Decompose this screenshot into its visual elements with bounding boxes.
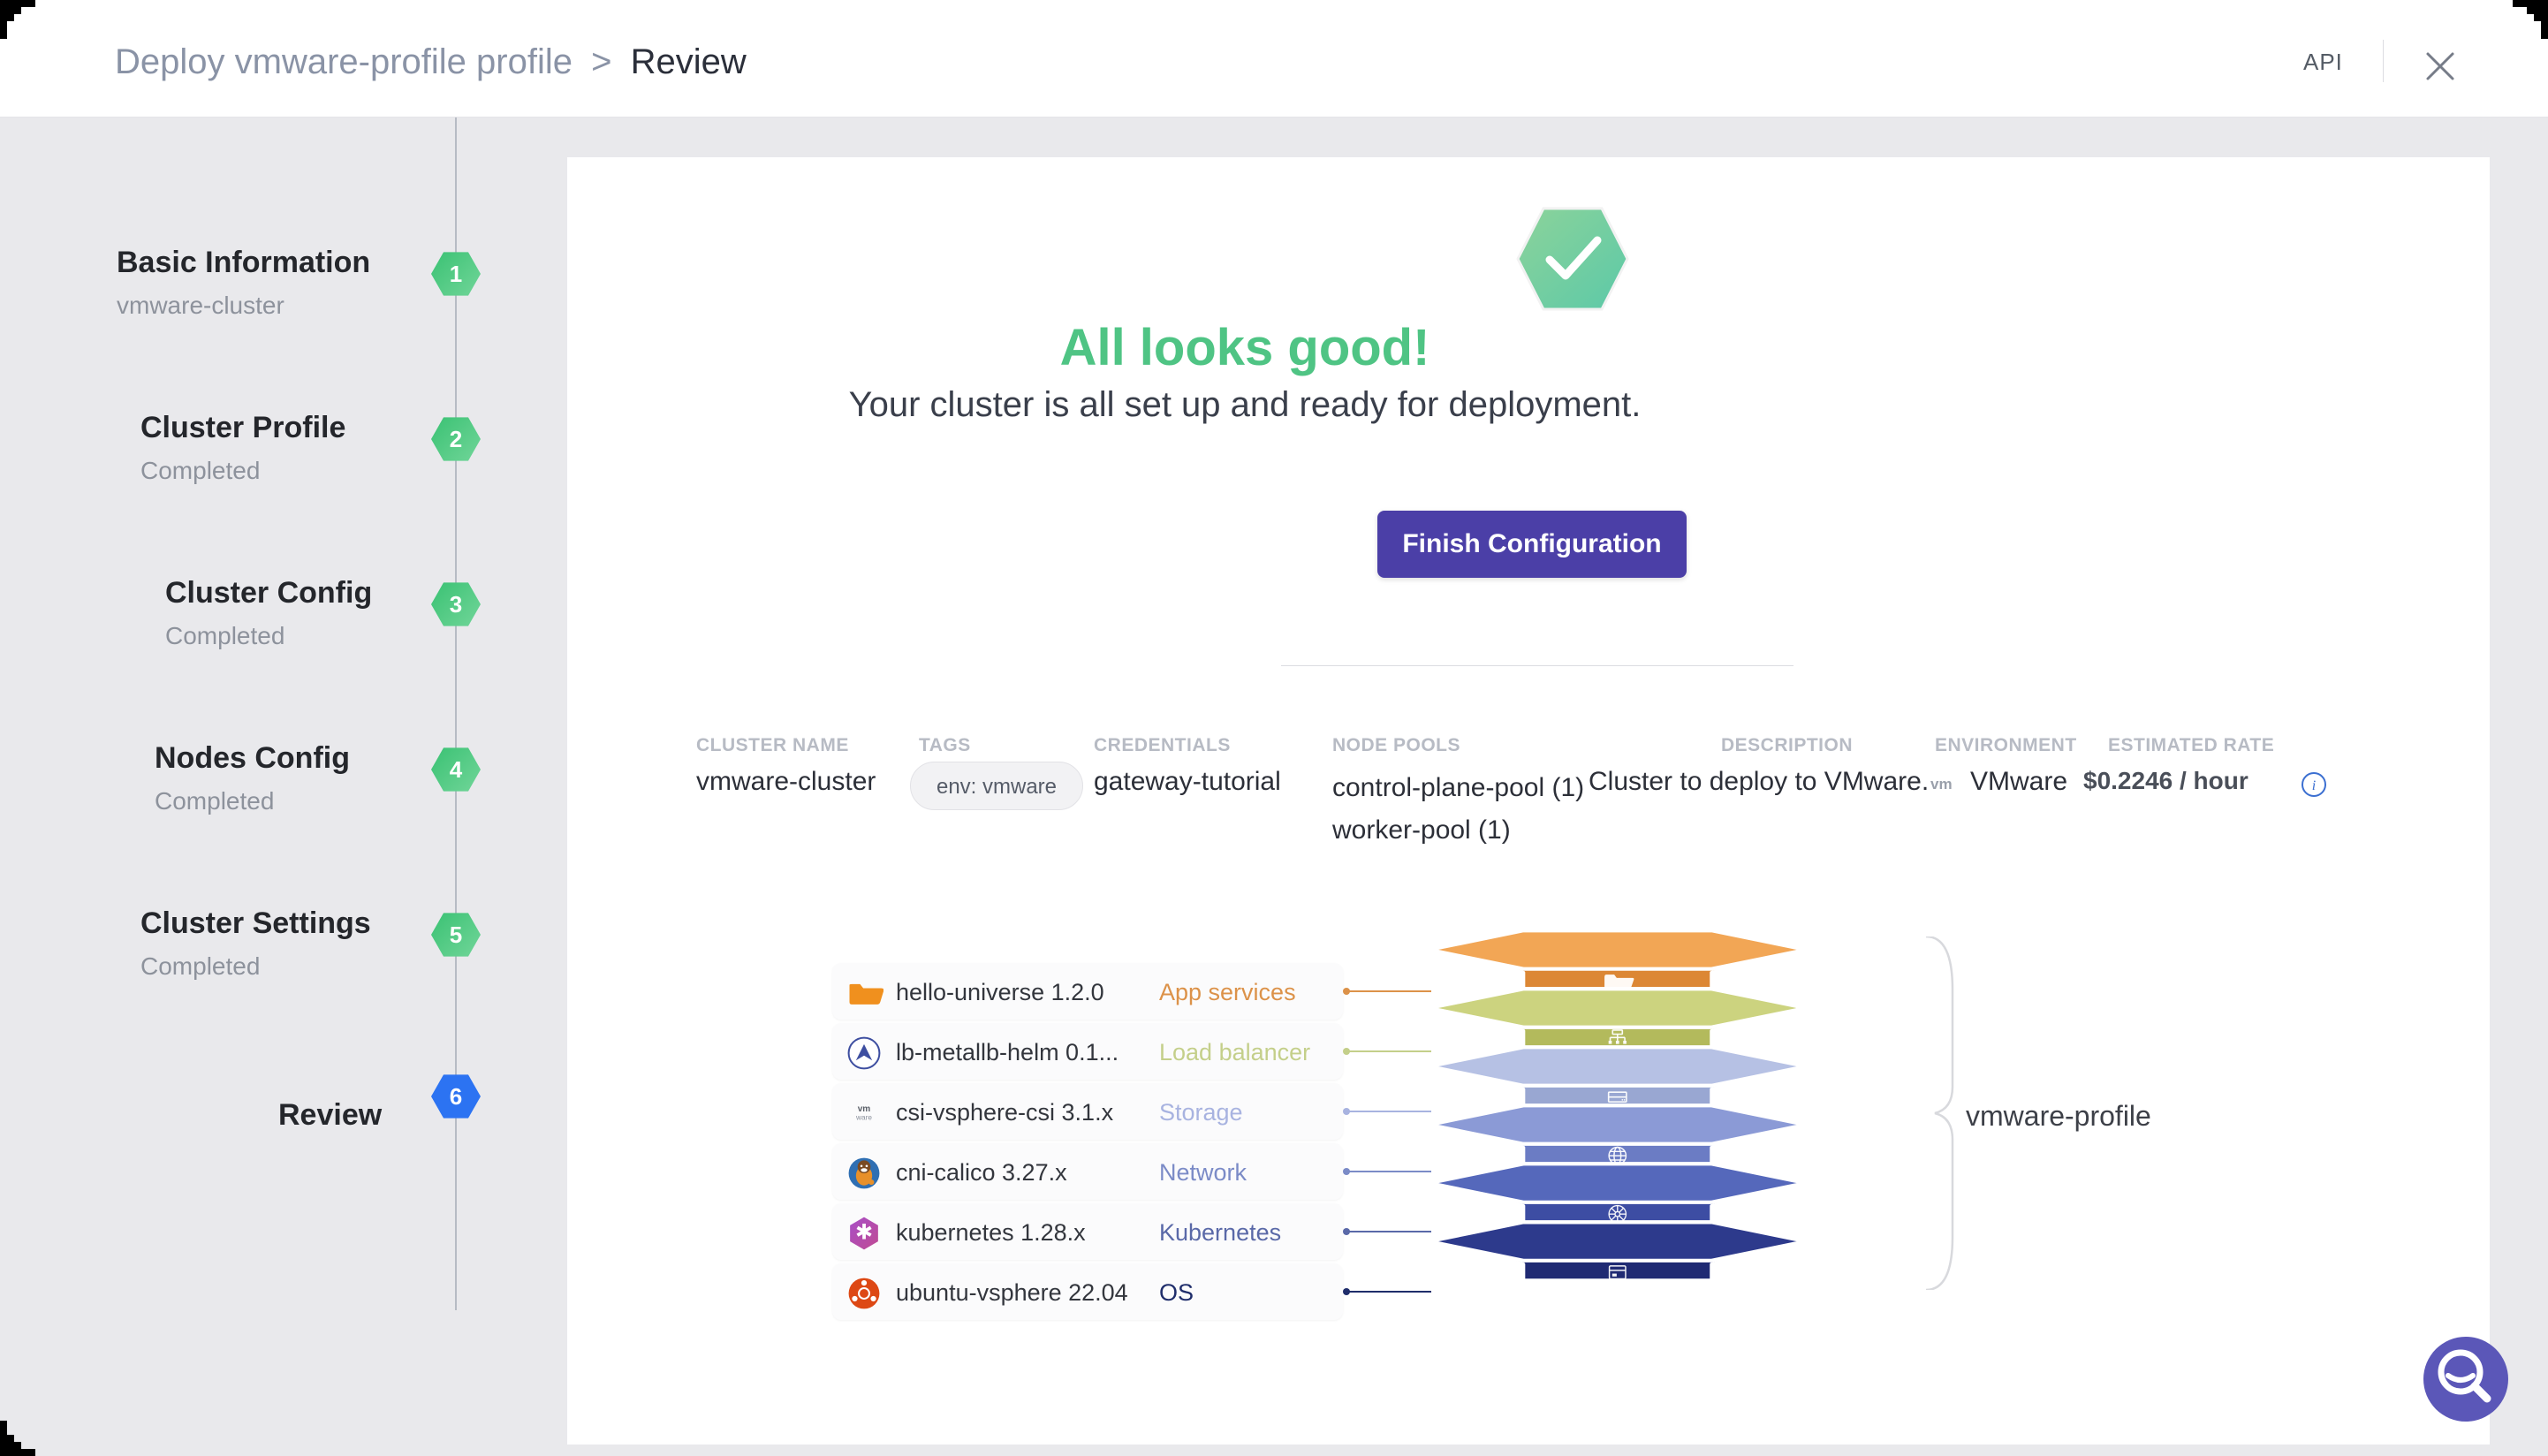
svg-text:ware: ware: [855, 1113, 872, 1121]
svg-text:i: i: [2312, 778, 2316, 793]
svg-text:✱: ✱: [855, 1220, 873, 1244]
